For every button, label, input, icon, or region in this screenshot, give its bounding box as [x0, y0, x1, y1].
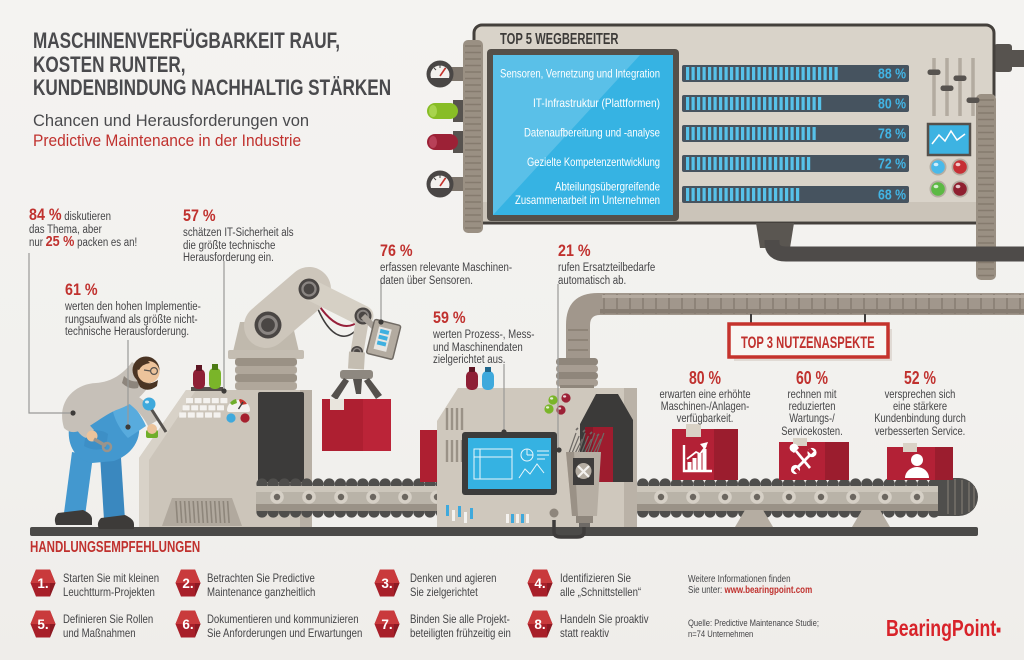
- svg-text:80 %: 80 %: [878, 96, 906, 113]
- svg-text:Zusammenarbeit im Unternehmen: Zusammenarbeit im Unternehmen: [515, 193, 660, 207]
- svg-text:8.: 8.: [534, 617, 545, 632]
- svg-text:68 %: 68 %: [878, 187, 906, 204]
- svg-text:Abteilungsübergreifende: Abteilungsübergreifende: [555, 180, 660, 194]
- svg-text:Datenaufbereitung und -analyse: Datenaufbereitung und -analyse: [524, 126, 660, 140]
- svg-text:IT-Infrastruktur (Plattformen): IT-Infrastruktur (Plattformen): [533, 96, 660, 110]
- svg-text:5.: 5.: [37, 617, 48, 632]
- svg-text:Sensoren, Vernetzung und Integ: Sensoren, Vernetzung und Integration: [500, 67, 660, 81]
- svg-text:88 %: 88 %: [878, 66, 906, 83]
- svg-text:2.: 2.: [182, 576, 193, 591]
- svg-text:1.: 1.: [37, 576, 48, 591]
- svg-text:72 %: 72 %: [878, 156, 906, 173]
- svg-text:78 %: 78 %: [878, 126, 906, 143]
- svg-text:4.: 4.: [534, 576, 545, 591]
- svg-text:7.: 7.: [381, 617, 392, 632]
- svg-text:6.: 6.: [182, 617, 193, 632]
- svg-text:Gezielte Kompetenzentwicklung: Gezielte Kompetenzentwicklung: [527, 155, 660, 169]
- svg-text:3.: 3.: [381, 576, 392, 591]
